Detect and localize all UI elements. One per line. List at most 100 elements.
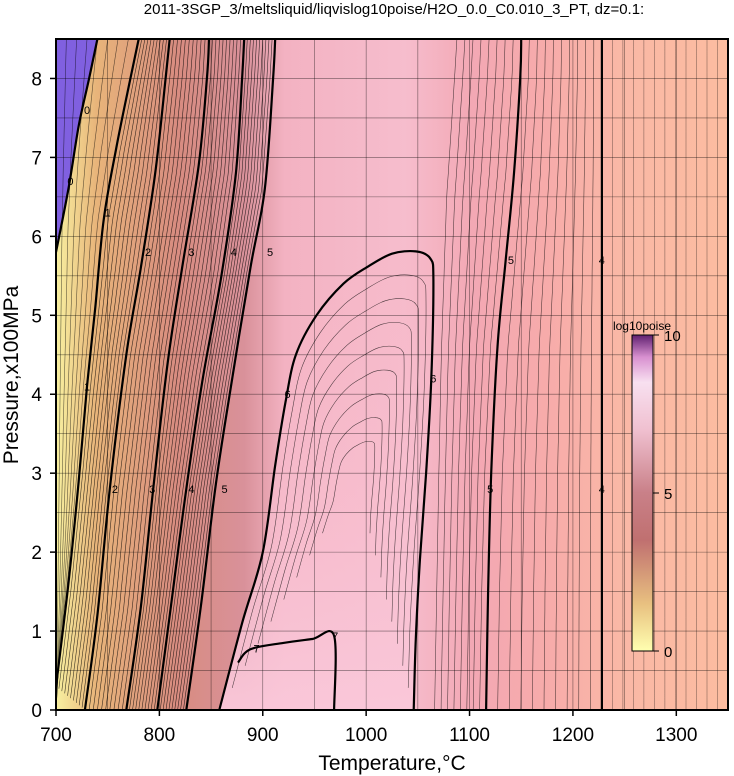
contour-label-text: 5 <box>267 247 273 259</box>
major-contour-6 <box>218 249 435 710</box>
minor-contour <box>177 39 267 710</box>
minor-contour <box>109 39 194 710</box>
minor-contour <box>165 39 254 710</box>
contour-label-text: 4 <box>231 247 237 259</box>
x-tick-label: 1000 <box>345 725 387 746</box>
contour-label-text: 0 <box>67 176 73 188</box>
y-tick-label: 1 <box>31 622 42 643</box>
x-tick-label: 1300 <box>655 725 697 746</box>
y-tick-label: 2 <box>31 543 42 564</box>
minor-contour <box>174 39 264 710</box>
contour-label-text: 3 <box>149 484 155 496</box>
minor-contour <box>144 39 231 710</box>
plot-area: 0 0 1 1 2 2 3 3 4 4 5 5 6 6 7 7 5 5 4 4 <box>56 39 728 710</box>
minor-contour <box>153 39 241 710</box>
minor-contour <box>566 39 578 710</box>
minor-contour <box>434 39 458 710</box>
minor-contour <box>81 39 167 708</box>
y-tick-label: 3 <box>31 464 42 485</box>
contour-labels: 0 0 1 1 2 2 3 3 4 4 5 5 6 6 7 7 5 5 4 4 <box>67 105 605 655</box>
minor-contour <box>322 441 376 534</box>
colorbar-title: log10poise <box>613 319 671 333</box>
y-axis-ticks: 0 1 2 3 4 5 6 7 8 <box>31 69 56 722</box>
minor-contour <box>56 39 88 710</box>
contour-label-text: 2 <box>145 247 151 259</box>
major-contours <box>56 39 604 710</box>
contour-label: 4 <box>188 484 194 496</box>
colorbar-tick-label: 0 <box>664 644 672 661</box>
minor-contour <box>117 39 202 710</box>
contour-label-text: 4 <box>188 484 194 496</box>
minor-contour <box>283 369 397 600</box>
minor-contour <box>64 39 149 694</box>
minor-contour <box>56 39 129 693</box>
x-axis-ticks: 700 800 900 1000 1100 1200 1300 <box>40 710 697 746</box>
contour-label: 1 <box>105 208 111 220</box>
viscosity-trough-region <box>219 251 434 710</box>
y-tick-label: 8 <box>31 69 42 90</box>
colorbar: log10poise 0 5 10 <box>613 319 681 661</box>
contour-label: 5 <box>508 255 514 267</box>
minor-contour <box>132 39 217 710</box>
contour-label-text: 4 <box>599 255 605 267</box>
minor-contour <box>150 39 238 710</box>
x-tick-label: 700 <box>40 725 72 746</box>
contour-label: 4 <box>231 247 237 259</box>
y-tick-label: 0 <box>31 701 42 722</box>
major-contour-3 <box>125 39 211 710</box>
minor-contour <box>121 39 206 710</box>
minor-contour <box>520 39 546 710</box>
contour-label: 1 <box>84 381 90 393</box>
minor-contour <box>183 39 273 710</box>
minor-contour <box>56 39 67 710</box>
minor-contour <box>101 39 186 710</box>
minor-contour <box>453 39 482 710</box>
x-tick-label: 1100 <box>449 725 490 746</box>
minor-contour <box>309 417 383 556</box>
contour-label: 7 <box>254 643 260 655</box>
minor-contour <box>56 39 77 710</box>
contour-label: 5 <box>487 484 493 496</box>
y-tick-label: 4 <box>31 385 42 406</box>
contour-label: 2 <box>112 484 118 496</box>
minor-contour <box>447 39 474 710</box>
minor-contour <box>532 39 554 710</box>
contour-label: 6 <box>430 373 436 385</box>
major-contour-0 <box>56 39 99 253</box>
minor-contour <box>180 39 270 710</box>
minor-contour <box>56 39 98 710</box>
minor-contour <box>105 39 190 710</box>
major-contour-7 <box>237 630 337 710</box>
major-contour-2 <box>83 39 171 710</box>
x-tick-label: 900 <box>247 725 279 746</box>
minor-contour <box>440 39 466 710</box>
major-contour-1 <box>56 39 140 687</box>
contour-label-text: 5 <box>487 484 493 496</box>
contour-label: 4 <box>599 255 605 267</box>
minor-contour <box>97 39 182 710</box>
contour-label: 0 <box>67 176 73 188</box>
minor-contour <box>70 39 155 699</box>
minor-contour <box>472 39 506 710</box>
x-tick-label: 800 <box>144 725 176 746</box>
contour-label-text: 3 <box>188 247 194 259</box>
minor-contour <box>171 39 260 710</box>
contour-label-text: 5 <box>221 484 227 496</box>
minor-contour <box>56 39 108 705</box>
colorbar-tick-label: 10 <box>664 328 681 345</box>
contour-label: 3 <box>149 484 155 496</box>
colorbar-tick-label: 5 <box>664 486 672 503</box>
contour-label-text: 4 <box>599 484 605 496</box>
contour-label: 7 <box>332 631 338 643</box>
contour-label-text: 6 <box>430 373 436 385</box>
major-contour-5 <box>185 39 277 710</box>
grid-lines <box>56 39 728 710</box>
major-contour-5 <box>485 39 523 710</box>
minor-contour <box>73 39 158 701</box>
minor-contour <box>231 274 427 688</box>
minor-contour <box>113 39 198 710</box>
minor-contour <box>508 39 538 710</box>
contour-label: 6 <box>285 389 291 401</box>
contour-label-text: 0 <box>84 105 90 117</box>
minor-contour <box>590 39 595 710</box>
